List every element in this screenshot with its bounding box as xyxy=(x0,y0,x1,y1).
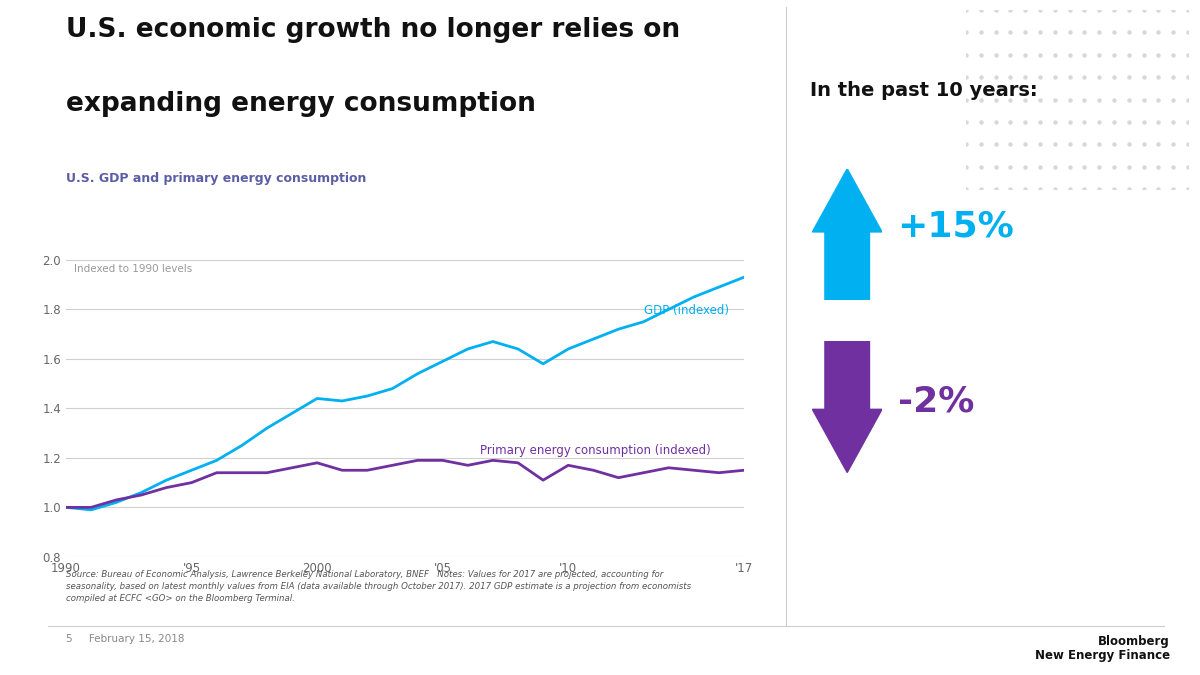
Text: +15%: +15% xyxy=(898,209,1014,243)
Text: GDP (indexed): GDP (indexed) xyxy=(643,304,728,317)
Text: Bloomberg
New Energy Finance: Bloomberg New Energy Finance xyxy=(1034,634,1170,662)
Polygon shape xyxy=(812,341,882,472)
Text: U.S. GDP and primary energy consumption: U.S. GDP and primary energy consumption xyxy=(66,172,366,185)
Text: Indexed to 1990 levels: Indexed to 1990 levels xyxy=(73,264,192,273)
Text: Source: Bureau of Economic Analysis, Lawrence Berkeley National Laboratory, BNEF: Source: Bureau of Economic Analysis, Law… xyxy=(66,570,691,603)
Text: U.S. economic growth no longer relies on: U.S. economic growth no longer relies on xyxy=(66,17,680,43)
Text: In the past 10 years:: In the past 10 years: xyxy=(810,81,1038,100)
Text: 5     February 15, 2018: 5 February 15, 2018 xyxy=(66,634,185,645)
Text: Primary energy consumption (indexed): Primary energy consumption (indexed) xyxy=(480,443,712,457)
Polygon shape xyxy=(812,169,882,300)
Text: -2%: -2% xyxy=(898,385,974,418)
Text: expanding energy consumption: expanding energy consumption xyxy=(66,91,536,117)
